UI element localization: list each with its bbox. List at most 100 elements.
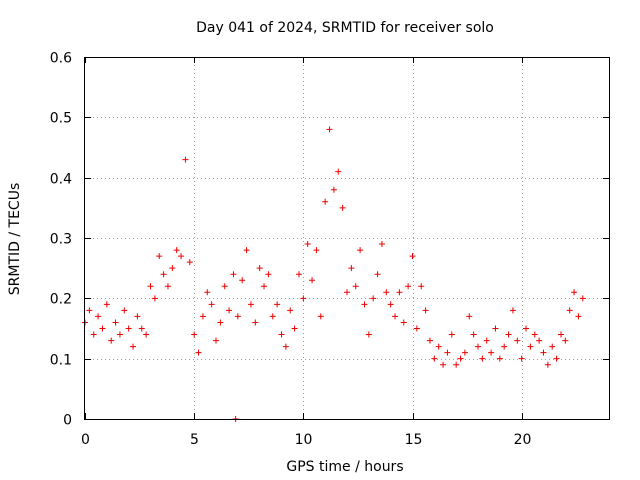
data-point (479, 355, 486, 362)
data-point (461, 349, 468, 356)
data-point (405, 283, 412, 290)
data-point (326, 126, 333, 133)
data-point (291, 325, 298, 332)
data-point (116, 331, 123, 338)
x-tick-label: 5 (190, 432, 199, 448)
data-point (125, 325, 132, 332)
data-point (431, 355, 438, 362)
data-point (514, 337, 521, 344)
data-point (527, 343, 534, 350)
data-point (199, 313, 206, 320)
data-point (99, 325, 106, 332)
data-point (278, 331, 285, 338)
data-point (243, 247, 250, 254)
data-point (518, 355, 525, 362)
y-tick-label: 0 (63, 413, 72, 429)
data-point (256, 265, 263, 272)
y-tick-label: 0.4 (50, 172, 72, 188)
data-point (313, 247, 320, 254)
data-point (536, 337, 543, 344)
data-point (230, 271, 237, 278)
data-point (531, 331, 538, 338)
data-point (103, 301, 110, 308)
data-point (466, 313, 473, 320)
data-point (173, 247, 180, 254)
data-point (357, 247, 364, 254)
data-point (208, 301, 215, 308)
data-point (392, 313, 399, 320)
data-point (191, 331, 198, 338)
data-point (317, 313, 324, 320)
data-point (352, 283, 359, 290)
data-point (387, 301, 394, 308)
data-point (488, 349, 495, 356)
data-point (134, 313, 141, 320)
data-point (409, 253, 416, 260)
data-point (322, 198, 329, 205)
data-point (217, 319, 224, 326)
data-point (566, 307, 573, 314)
data-point (374, 271, 381, 278)
data-points (82, 126, 586, 422)
data-point (195, 349, 202, 356)
data-point (475, 343, 481, 350)
data-point (121, 307, 128, 314)
data-point (282, 343, 289, 350)
data-point (90, 331, 97, 338)
data-point (309, 277, 316, 284)
data-point (112, 319, 119, 326)
data-point (186, 259, 193, 266)
data-point (204, 289, 211, 296)
data-point (378, 241, 385, 248)
data-point (182, 156, 189, 163)
data-point (396, 289, 403, 296)
data-point (383, 289, 390, 296)
data-point (164, 283, 171, 290)
y-tick-label: 0.5 (50, 111, 72, 127)
data-point (557, 331, 564, 338)
data-point (496, 355, 503, 362)
data-point (247, 301, 254, 308)
data-point (138, 325, 145, 332)
data-point (221, 283, 228, 290)
data-point (365, 331, 372, 338)
x-tick-label: 20 (514, 432, 532, 448)
y-tick-label: 0.3 (50, 232, 72, 248)
data-point (426, 337, 433, 344)
data-point (553, 355, 560, 362)
data-point (339, 204, 346, 211)
data-point (418, 283, 425, 290)
data-point (370, 295, 377, 302)
data-point (226, 307, 233, 314)
data-point (169, 265, 176, 272)
plot-frame (84, 57, 610, 420)
data-point (265, 271, 272, 278)
data-point (269, 313, 276, 320)
data-point (86, 307, 93, 314)
data-point (274, 301, 281, 308)
data-point (295, 271, 302, 278)
data-point (501, 343, 508, 350)
tick-labels: 0 0.1 0.2 0.3 0.4 0.5 0.6 0 5 10 15 20 (50, 51, 532, 449)
data-point (562, 337, 569, 344)
x-tick-label: 0 (81, 432, 90, 448)
data-point (549, 343, 556, 350)
y-tick-label: 0.6 (50, 51, 72, 67)
data-point (304, 241, 311, 248)
data-point (453, 361, 460, 368)
data-point (95, 313, 102, 320)
x-axis-label: GPS time / hours (286, 459, 403, 475)
data-point (330, 186, 337, 193)
data-point (108, 337, 115, 344)
data-point (413, 325, 420, 332)
data-point (234, 313, 241, 320)
data-point (239, 277, 246, 284)
y-tick-label: 0.2 (50, 292, 72, 308)
data-point (335, 168, 342, 175)
data-point (130, 343, 137, 350)
data-point (151, 295, 158, 302)
data-point (348, 265, 355, 272)
data-point (579, 295, 586, 302)
